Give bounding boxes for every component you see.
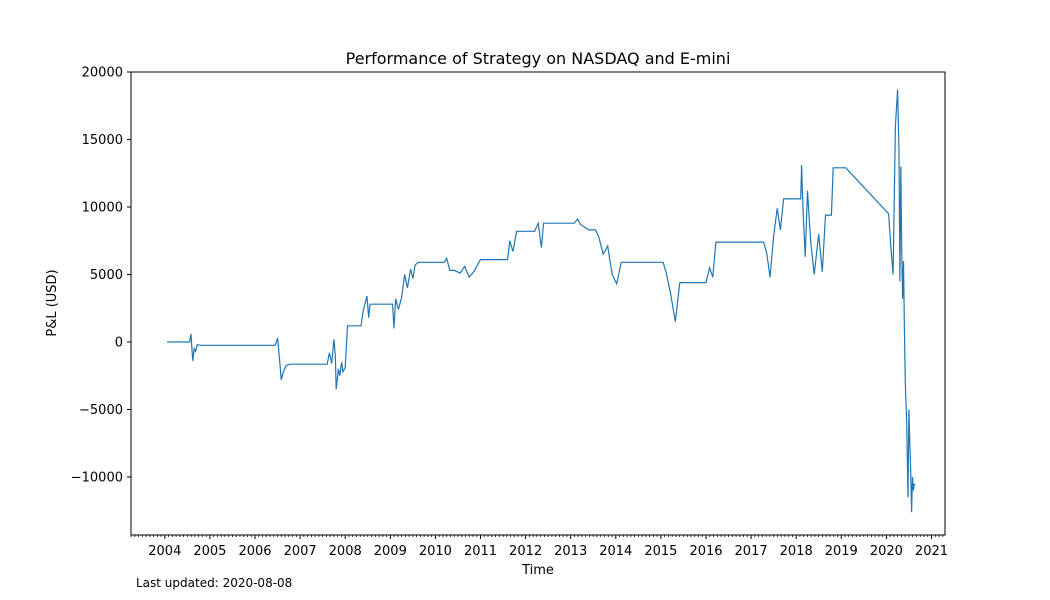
x-tick-label: 2021 xyxy=(915,544,948,559)
chart-title: Performance of Strategy on NASDAQ and E-… xyxy=(346,49,731,68)
y-tick-label: 5000 xyxy=(90,268,123,283)
x-tick-label: 2004 xyxy=(148,544,181,559)
x-tick-label: 2006 xyxy=(238,544,271,559)
x-tick-label: 2008 xyxy=(329,544,362,559)
y-tick-label: 20000 xyxy=(82,66,123,81)
y-tick-label: 0 xyxy=(115,335,123,350)
y-tick-label: −10000 xyxy=(71,470,123,485)
plot-frame xyxy=(130,71,946,536)
plot-area xyxy=(131,72,945,535)
last-updated-note: Last updated: 2020-08-08 xyxy=(136,576,293,590)
y-axis-ticks: −10000 −5000 0 5000 10000 15000 20000 xyxy=(71,66,131,485)
series-line-pnl xyxy=(167,89,916,513)
y-tick-label: 10000 xyxy=(82,200,123,215)
y-tick-label: 15000 xyxy=(82,133,123,148)
x-tick-label: 2005 xyxy=(193,544,226,559)
x-tick-label: 2018 xyxy=(780,544,813,559)
x-tick-label: 2014 xyxy=(599,544,632,559)
x-tick-label: 2012 xyxy=(509,544,542,559)
x-tick-label: 2011 xyxy=(464,544,497,559)
x-tick-label: 2016 xyxy=(689,544,722,559)
x-tick-label: 2017 xyxy=(735,544,768,559)
x-tick-label: 2020 xyxy=(870,544,903,559)
y-axis-label: P&L (USD) xyxy=(45,269,60,336)
x-axis-label: Time xyxy=(521,563,554,578)
x-axis-ticks: 2004 2005 2006 2007 2008 2009 2010 2011 2012 2013… xyxy=(148,535,948,559)
x-tick-label: 2009 xyxy=(374,544,407,559)
x-tick-label: 2007 xyxy=(284,544,317,559)
x-tick-label: 2010 xyxy=(419,544,452,559)
x-tick-label: 2019 xyxy=(825,544,858,559)
x-tick-label: 2013 xyxy=(554,544,587,559)
y-tick-label: −5000 xyxy=(79,403,123,418)
x-tick-label: 2015 xyxy=(644,544,677,559)
